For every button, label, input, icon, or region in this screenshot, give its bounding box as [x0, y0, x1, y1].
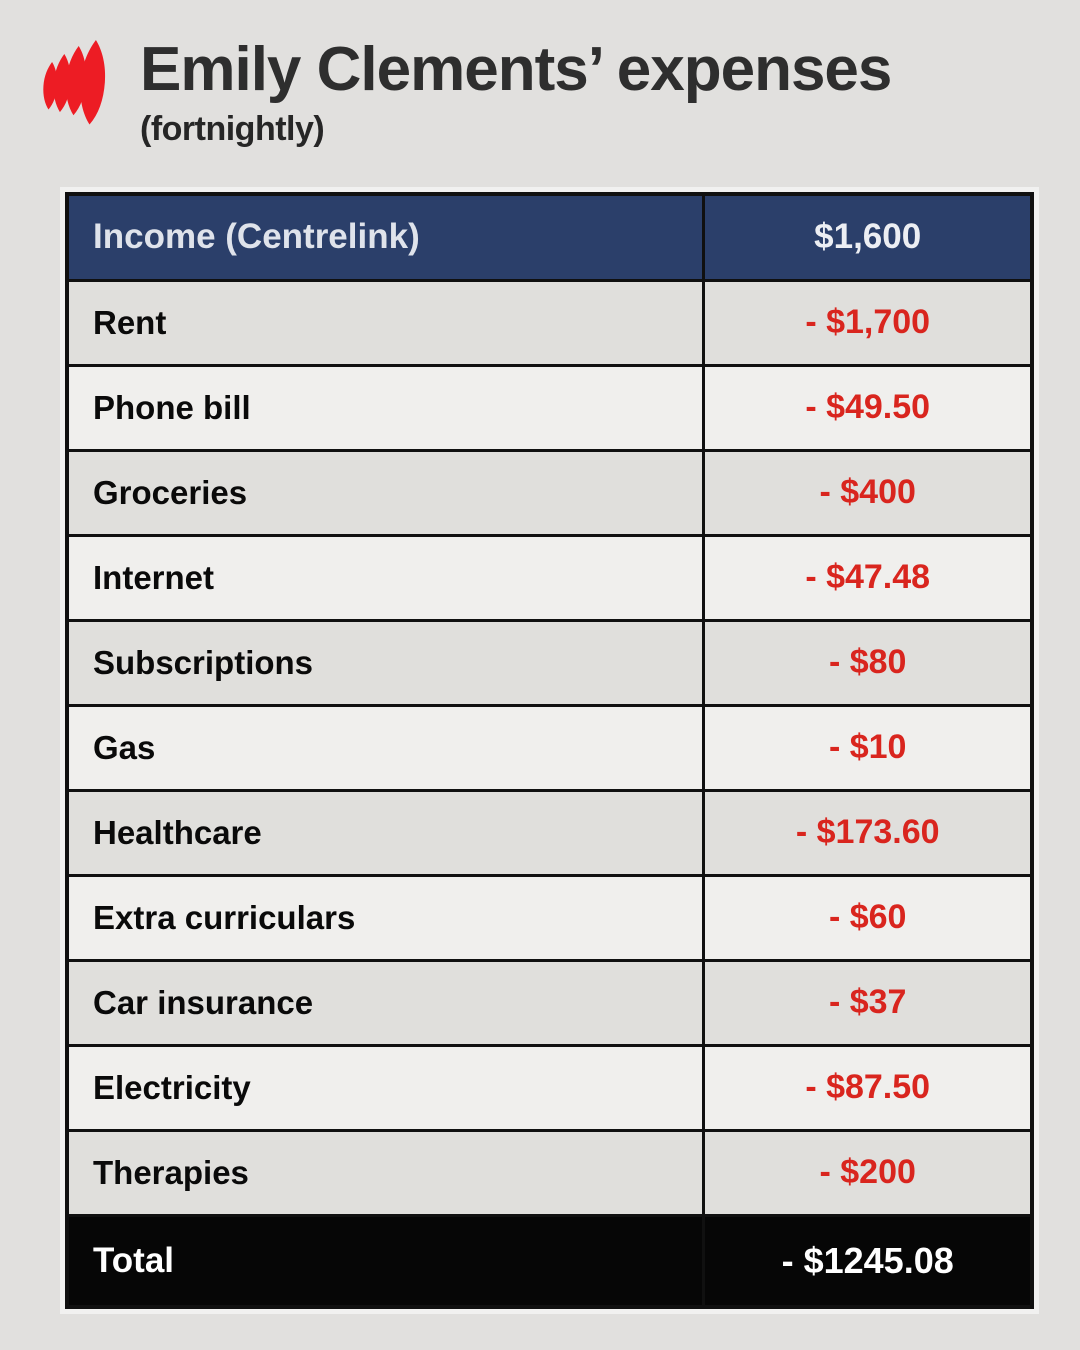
expense-value: - $173.60 — [702, 788, 1034, 877]
expense-label: Groceries — [65, 448, 706, 537]
expense-label: Electricity — [65, 1043, 706, 1132]
table-row: Therapies - $200 — [65, 1128, 1034, 1217]
page-title: Emily Clements’ expenses — [140, 35, 892, 104]
expense-label: Extra curriculars — [65, 873, 706, 962]
expense-label: Phone bill — [65, 363, 706, 452]
expense-value: - $10 — [702, 703, 1034, 792]
expense-label: Car insurance — [65, 958, 706, 1047]
income-label: Income (Centrelink) — [65, 192, 706, 282]
table-row: Internet - $47.48 — [65, 533, 1034, 622]
total-label: Total — [65, 1213, 706, 1309]
table-row: Subscriptions - $80 — [65, 618, 1034, 707]
header: Emily Clements’ expenses (fortnightly) — [0, 0, 1080, 149]
table-row: Rent - $1,700 — [65, 278, 1034, 367]
expense-label: Subscriptions — [65, 618, 706, 707]
expense-label: Rent — [65, 278, 706, 367]
table-row: Healthcare - $173.60 — [65, 788, 1034, 877]
table-row: Car insurance - $37 — [65, 958, 1034, 1047]
expense-label: Therapies — [65, 1128, 706, 1217]
expense-value: - $87.50 — [702, 1043, 1034, 1132]
expense-label: Gas — [65, 703, 706, 792]
expense-value: - $49.50 — [702, 363, 1034, 452]
income-value: $1,600 — [702, 192, 1034, 282]
expenses-table: Income (Centrelink) $1,600 Rent - $1,700… — [65, 192, 1034, 1309]
table-row: Gas - $10 — [65, 703, 1034, 792]
expense-value: - $47.48 — [702, 533, 1034, 622]
expense-label: Internet — [65, 533, 706, 622]
table-row: Phone bill - $49.50 — [65, 363, 1034, 452]
page-subtitle: (fortnightly) — [140, 110, 325, 149]
sbs-logo-icon — [43, 40, 106, 125]
expense-value: - $200 — [702, 1128, 1034, 1217]
title-block: Emily Clements’ expenses (fortnightly) — [140, 35, 892, 149]
table-row: Groceries - $400 — [65, 448, 1034, 537]
expense-label: Healthcare — [65, 788, 706, 877]
expense-value: - $1,700 — [702, 278, 1034, 367]
expense-rows: Rent - $1,700 Phone bill - $49.50 Grocer… — [65, 278, 1034, 1217]
expense-value: - $400 — [702, 448, 1034, 537]
expense-value: - $80 — [702, 618, 1034, 707]
expense-value: - $37 — [702, 958, 1034, 1047]
expense-value: - $60 — [702, 873, 1034, 962]
income-row: Income (Centrelink) $1,600 — [65, 192, 1034, 282]
total-value: - $1245.08 — [702, 1213, 1034, 1309]
table-row: Extra curriculars - $60 — [65, 873, 1034, 962]
table-row: Electricity - $87.50 — [65, 1043, 1034, 1132]
total-row: Total - $1245.08 — [65, 1213, 1034, 1309]
